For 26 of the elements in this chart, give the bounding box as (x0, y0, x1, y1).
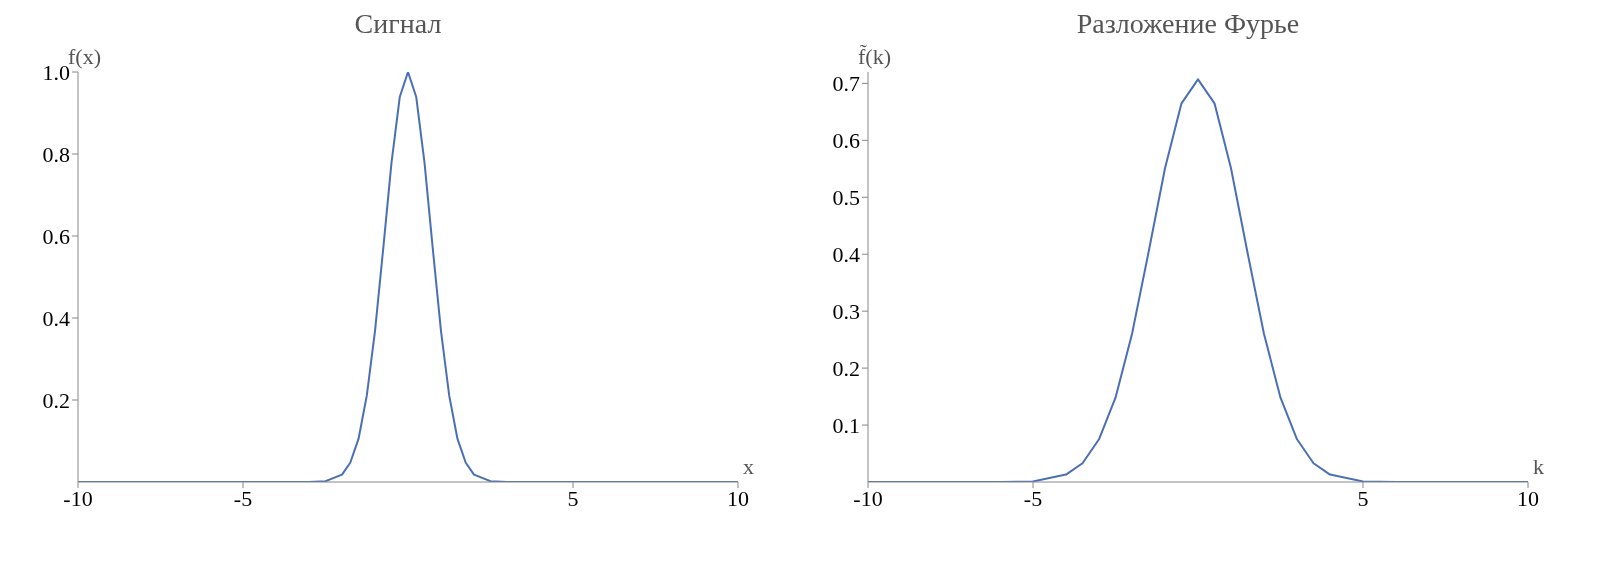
y-tick-label: 0.2 (42, 387, 70, 413)
y-tick-label: 0.6 (42, 223, 70, 249)
x-axis-title: x (743, 453, 754, 479)
chart-title: Разложение Фурье (1075, 8, 1301, 41)
x-tick-label: 10 (727, 485, 749, 511)
x-tick-label: 5 (567, 485, 579, 511)
y-tick-label: 0.7 (832, 71, 860, 97)
y-tick-label: 0.5 (832, 185, 860, 211)
y-tick-label: 0.3 (832, 298, 860, 324)
y-tick-label: 0.4 (42, 305, 70, 331)
x-tick-label: -5 (1023, 485, 1043, 511)
x-tick-label: -10 (63, 485, 93, 511)
y-tick-label: 0.1 (832, 412, 860, 438)
y-tick-label: 0.4 (832, 242, 860, 268)
y-axis-title: f̃(k) (858, 44, 891, 70)
y-tick-label: 0.6 (832, 128, 860, 154)
x-axis-title: k (1533, 453, 1544, 479)
chart-title: Сигнал (353, 8, 443, 41)
y-axis-title: f(x) (68, 44, 101, 69)
y-tick-label: 0.8 (42, 141, 70, 167)
x-tick-label: 5 (1357, 485, 1369, 511)
x-tick-label: -10 (853, 485, 883, 511)
x-tick-label: 10 (1517, 485, 1539, 511)
x-tick-label: -5 (233, 485, 253, 511)
y-tick-label: 0.2 (832, 355, 860, 381)
y-tick-label: 1.0 (42, 59, 70, 85)
